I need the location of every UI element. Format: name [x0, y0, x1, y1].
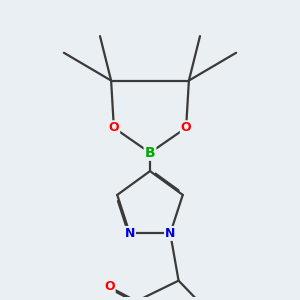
Text: O: O: [109, 121, 119, 134]
Text: N: N: [124, 227, 135, 240]
Text: O: O: [104, 280, 115, 293]
Text: O: O: [181, 121, 191, 134]
Text: N: N: [165, 227, 175, 240]
Text: B: B: [145, 146, 155, 160]
